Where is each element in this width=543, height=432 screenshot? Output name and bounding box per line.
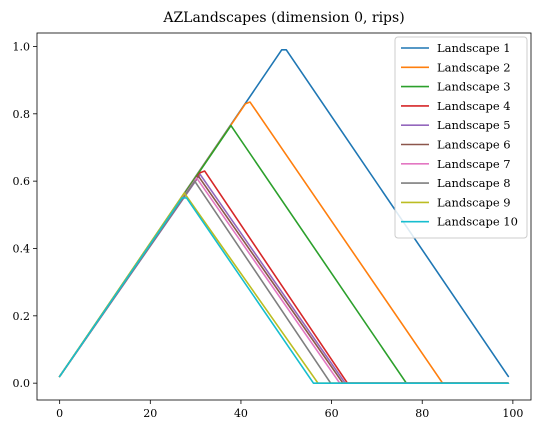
- series-layer: [58, 49, 510, 384]
- y-tick-label: 0.4: [13, 242, 31, 255]
- legend-label: Landscape 5: [437, 118, 511, 132]
- legend-label: Landscape 4: [437, 99, 511, 113]
- legend-label: Landscape 7: [437, 157, 511, 171]
- legend-label: Landscape 2: [437, 60, 511, 74]
- y-tick-label: 0.2: [13, 310, 31, 323]
- x-tick-label: 40: [234, 407, 248, 420]
- legend-label: Landscape 10: [437, 215, 518, 229]
- chart-title: AZLandscapes (dimension 0, rips): [162, 10, 404, 26]
- legend-label: Landscape 9: [437, 195, 511, 209]
- y-tick-label: 0.0: [13, 377, 31, 390]
- x-tick-label: 0: [56, 407, 63, 420]
- y-tick-label: 0.6: [13, 175, 31, 188]
- plot-frame: [36, 32, 532, 401]
- y-tick-label: 0.8: [13, 108, 31, 121]
- y-tick-label: 1.0: [13, 40, 31, 53]
- ticks-layer: 0 20 40 60 80 100 0.0 0.2 0.4 0.6 0.8 1.0: [13, 40, 524, 420]
- x-tick-label: 80: [415, 407, 429, 420]
- legend-label: Landscape 3: [437, 80, 511, 94]
- legend-label: Landscape 1: [437, 41, 511, 55]
- legend: Landscape 1 Landscape 2 Landscape 3 Landsca…: [394, 36, 528, 239]
- legend-label: Landscape 8: [437, 176, 511, 190]
- x-tick-label: 20: [143, 407, 157, 420]
- x-tick-label: 100: [502, 407, 523, 420]
- x-tick-label: 60: [325, 407, 339, 420]
- series-line-landscape-10: [58, 197, 510, 384]
- legend-label: Landscape 6: [437, 138, 511, 152]
